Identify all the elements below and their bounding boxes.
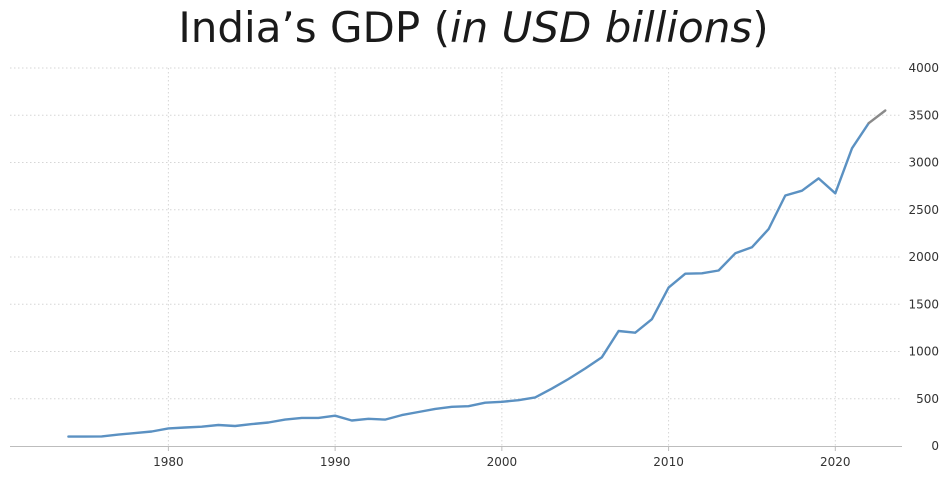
y-tick-label-1000: 1000 — [908, 345, 939, 359]
x-tick-label-1990: 1990 — [320, 455, 351, 469]
y-tick-label-3500: 3500 — [908, 108, 939, 122]
x-tick-label-2000: 2000 — [487, 455, 518, 469]
y-tick-label-0: 0 — [931, 439, 939, 453]
grid-lines — [10, 67, 902, 451]
y-tick-label-4000: 4000 — [908, 61, 939, 75]
x-tick-label-2020: 2020 — [820, 455, 851, 469]
y-tick-label-2500: 2500 — [908, 203, 939, 217]
series-lines — [67, 109, 887, 438]
chart-title-emphasis: in USD billions — [449, 3, 753, 52]
chart-title-prefix: India’s GDP ( — [178, 3, 450, 52]
y-tick-label-2000: 2000 — [908, 250, 939, 264]
chart-title-suffix: ) — [752, 3, 769, 52]
series-line-0 — [67, 121, 870, 438]
axis-ticks: 0 500 1000 1500 2000 2500 3000 3500 4000 1980 1990… — [153, 61, 939, 469]
y-tick-label-3000: 3000 — [908, 156, 939, 170]
y-tick-label-500: 500 — [916, 392, 939, 406]
x-tick-label-2010: 2010 — [653, 455, 684, 469]
series-projection-line-0 — [867, 109, 887, 125]
x-tick-label-1980: 1980 — [153, 455, 184, 469]
y-tick-label-1500: 1500 — [908, 297, 939, 311]
chart-title: India’s GDP (in USD billions) — [0, 0, 947, 56]
